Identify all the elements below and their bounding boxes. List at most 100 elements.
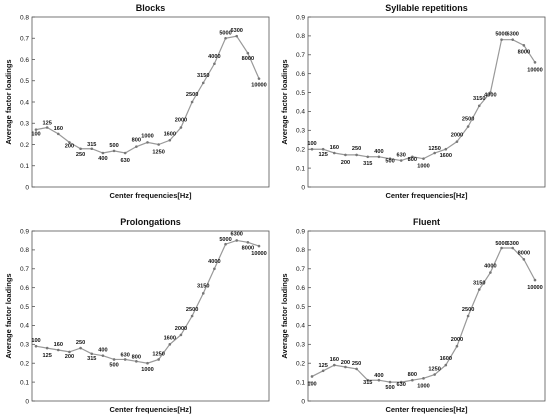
point-label-8000: 8000 [518, 49, 530, 55]
data-point-2500 [466, 314, 470, 318]
point-label-1250: 1250 [152, 150, 164, 156]
data-point-250 [79, 346, 82, 350]
data-point-800 [411, 378, 414, 382]
data-point-315 [90, 147, 94, 151]
point-label-400: 400 [374, 373, 383, 379]
data-point-500 [388, 380, 392, 384]
point-label-2500: 2500 [462, 117, 474, 123]
y-axis-label: Average factor loadings [280, 59, 289, 144]
point-label-2500: 2500 [186, 307, 198, 313]
point-label-160: 160 [54, 126, 63, 132]
data-point-400 [377, 155, 381, 159]
data-point-630 [123, 358, 127, 361]
y-tick-label: 0.1 [20, 163, 29, 170]
point-label-1250: 1250 [428, 146, 440, 152]
data-point-200 [344, 365, 347, 369]
chart-prolongations: Prolongations 0 0.1 0.2 0.3 0.4 0.5 0.6 0.7 0.8 0.… [4, 217, 270, 414]
point-label-125: 125 [318, 152, 327, 158]
data-point-125 [321, 147, 325, 151]
chart-title: Prolongations [120, 217, 181, 227]
y-tick-label: 0.8 [296, 33, 305, 40]
point-label-2000: 2000 [175, 326, 187, 332]
y-tick-label: 0.3 [296, 128, 305, 135]
point-label-2000: 2000 [451, 133, 463, 139]
point-label-250: 250 [76, 152, 85, 158]
data-point-5000 [224, 242, 227, 246]
point-label-250: 250 [352, 361, 361, 367]
data-point-6300 [511, 246, 514, 250]
point-label-1600: 1600 [164, 131, 176, 137]
data-point-1000 [422, 157, 425, 160]
data-point-3150 [477, 104, 481, 108]
point-label-160: 160 [54, 342, 63, 348]
x-axis-label: Center frequencies[Hz] [109, 405, 192, 414]
point-label-100: 100 [307, 141, 316, 147]
data-point-8000 [246, 241, 250, 244]
y-tick-label: 0.5 [20, 78, 29, 85]
data-point-2500 [190, 100, 194, 104]
data-point-160 [57, 348, 60, 352]
point-label-3150: 3150 [473, 96, 485, 102]
point-label-2000: 2000 [451, 337, 463, 343]
data-point-400 [101, 354, 105, 357]
data-point-125 [321, 369, 325, 373]
point-label-2500: 2500 [186, 92, 198, 98]
data-point-160 [57, 132, 60, 136]
point-label-1250: 1250 [428, 367, 440, 373]
y-tick-label: 0.6 [20, 285, 29, 292]
data-point-10000 [533, 61, 537, 64]
point-label-3150: 3150 [197, 73, 209, 79]
point-label-5000: 5000 [495, 241, 507, 247]
data-point-1600 [444, 363, 448, 367]
point-label-5000: 5000 [495, 32, 507, 38]
data-point-4000 [489, 271, 492, 274]
point-label-250: 250 [352, 146, 361, 152]
y-tick-label: 0.5 [296, 304, 305, 311]
point-label-1000: 1000 [417, 383, 429, 389]
data-point-250 [355, 153, 358, 157]
point-label-100: 100 [31, 338, 40, 344]
x-axis-label: Center frequencies[Hz] [385, 405, 468, 414]
y-tick-label: 0.7 [296, 52, 305, 59]
data-point-1250 [157, 143, 160, 146]
y-tick-label: 0.5 [296, 90, 305, 97]
data-point-160 [333, 363, 336, 367]
y-axis-label: Average factor loadings [4, 59, 13, 144]
data-point-8000 [522, 258, 526, 261]
point-label-10000: 10000 [251, 251, 267, 257]
y-tick-label: 0.2 [296, 361, 305, 368]
data-point-630 [399, 380, 403, 384]
data-point-400 [377, 378, 381, 382]
y-tick-label: 0.7 [296, 266, 305, 273]
data-point-8000 [522, 44, 526, 47]
data-point-200 [68, 141, 71, 144]
data-point-2000 [455, 344, 459, 348]
data-point-125 [45, 346, 49, 350]
data-point-200 [68, 350, 71, 354]
data-point-5000 [500, 246, 503, 250]
point-label-315: 315 [363, 380, 372, 386]
y-tick-label: 0.8 [296, 247, 305, 254]
data-point-1600 [168, 138, 172, 142]
data-point-2500 [466, 125, 470, 128]
y-tick-label: 0.3 [20, 121, 29, 128]
y-tick-label: 0.3 [296, 342, 305, 349]
point-label-8000: 8000 [242, 245, 254, 251]
point-label-6300: 6300 [506, 32, 518, 38]
y-tick-label: 0.1 [296, 165, 305, 172]
point-label-630: 630 [121, 158, 130, 164]
data-point-100 [34, 128, 38, 131]
point-label-6300: 6300 [230, 231, 242, 237]
data-point-4000 [489, 91, 492, 94]
y-tick-label: 0.2 [20, 361, 29, 368]
data-point-800 [135, 145, 138, 148]
data-point-1600 [444, 147, 448, 151]
point-label-315: 315 [87, 356, 96, 362]
point-label-1000: 1000 [141, 367, 153, 373]
y-tick-label: 0.7 [20, 36, 29, 43]
point-label-4000: 4000 [484, 264, 496, 270]
y-tick-label: 0 [25, 398, 29, 405]
data-point-1000 [146, 361, 149, 365]
point-label-125: 125 [42, 353, 51, 359]
point-label-200: 200 [341, 160, 350, 166]
